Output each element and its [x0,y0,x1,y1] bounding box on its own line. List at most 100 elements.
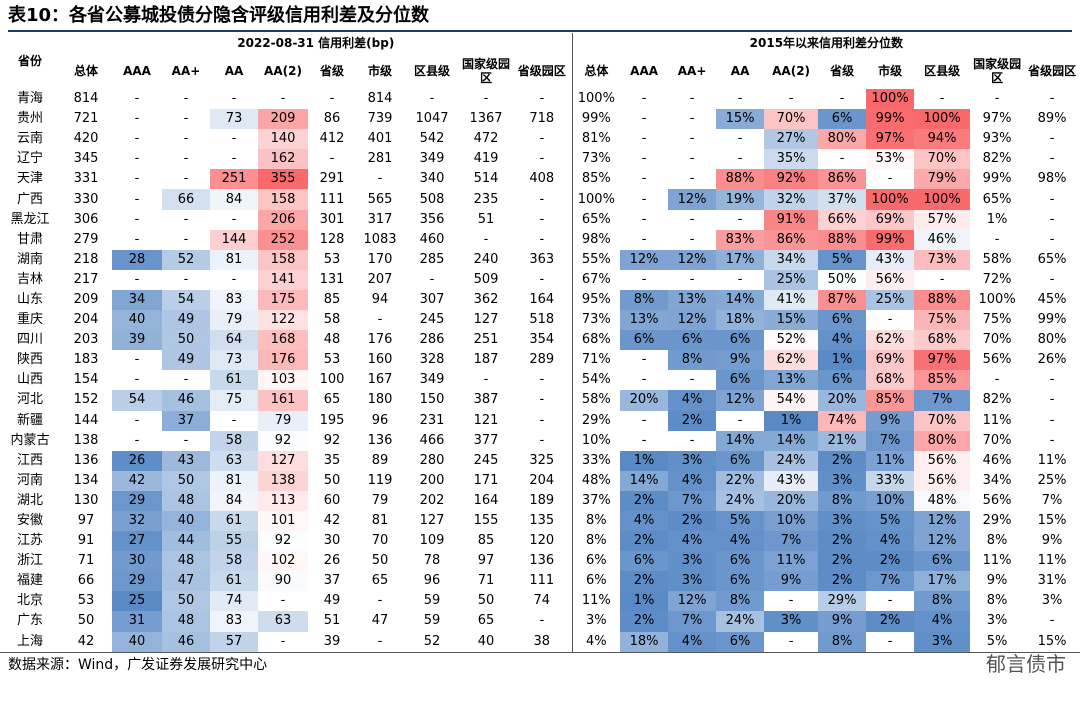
cell: 6% [818,310,867,331]
cell: 55% [581,251,611,267]
cell: 50 [162,591,210,612]
cell: 59 [423,613,441,629]
cell: 721 [73,111,99,127]
cell: - [483,91,489,107]
cell: 8% [986,533,1008,549]
cell: - [641,231,647,247]
cell: - [887,171,893,187]
cell: 412 [319,131,345,147]
cell: 11% [581,593,611,609]
cell: 14% [716,289,765,311]
cell: 37 [323,573,341,589]
cell: 25% [764,269,819,290]
cell: 81 [210,249,258,270]
cell: 65% [581,211,611,227]
cell: 141 [258,269,308,290]
column-header: 市级 [367,64,392,78]
cell: 2% [818,571,867,592]
cell: 45% [1037,291,1067,307]
cell: 8% [818,631,867,653]
cell: 99% [982,171,1012,187]
province: 黑龙江 [10,211,50,227]
cell: 2% [620,490,669,511]
cell: 29% [581,412,611,428]
cell: 42 [60,631,112,653]
cell: - [183,151,189,167]
column-header: 省级 [319,64,344,78]
cell: 57% [914,209,971,230]
cell: 58% [982,251,1012,267]
column-header: 区县级 [413,64,450,78]
cell: - [689,432,695,448]
province: 湖南 [16,251,43,267]
province: 重庆 [16,312,43,328]
cell: 466 [419,432,445,448]
cell: 100% [866,89,915,110]
cell: 27 [112,531,162,552]
cell: 189 [512,490,573,511]
cell: 69% [866,350,915,371]
cell: 286 [419,332,445,348]
cell: 13% [620,310,669,331]
table-row: 四川 203 39 50 64 168 48 176 286 251 354 68% 6% 6% 6% 52%… [0,330,1080,351]
cell: 17% [914,571,971,592]
cell: - [641,372,647,388]
cell: 280 [419,452,445,468]
cell: 140 [258,129,308,150]
cell: - [689,91,695,107]
cell: 48 [162,490,210,511]
cell: 15% [1024,631,1080,653]
cell: - [994,231,1000,247]
cell: 8% [818,490,867,511]
cell: 75% [914,310,971,331]
cell: - [866,631,915,653]
table-row: 广东 50 31 48 83 63 51 47 59 65-3% 2% 7% 24% 3% 9% 2% 4% 3%… [0,611,1080,632]
cell: 32% [764,189,819,210]
cell: 2% [620,611,669,632]
province: 内蒙古 [10,432,50,448]
cell: 11% [1037,553,1067,569]
cell: 62% [764,350,819,371]
table-row: 河南 134 42 50 81 138 50 119 200 171 204 48% 14% 4% 22% 4… [0,470,1080,491]
cell: 48 [162,611,210,632]
cell: 12% [668,249,717,270]
cell: 4% [866,531,915,552]
cell: 209 [258,109,308,130]
cell: 307 [419,291,445,307]
cell: 2% [620,531,669,552]
cell: 70% [764,109,819,130]
cell: 150 [419,392,445,408]
column-header: 省级园区 [1028,64,1077,78]
cell: 127 [419,513,445,529]
cell: - [183,211,189,227]
cell: 75% [982,312,1012,328]
cell: 2% [620,571,669,592]
province: 天津 [16,171,43,187]
cell: 42 [112,470,162,491]
cell: 3% [986,613,1008,629]
cell: 50 [162,470,210,491]
cell: 508 [419,191,445,207]
province: 河南 [16,472,43,488]
cell: 171 [473,472,499,488]
cell: 75 [210,390,258,411]
cell: 340 [419,171,445,187]
cell: 37% [818,189,867,210]
column-header: AA+ [677,64,707,78]
cell: 18% [716,310,765,331]
cell: 472 [473,131,499,147]
cell: 164 [512,289,573,311]
cell: - [512,149,573,170]
group-header: 2015年以来信用利差分位数 [749,36,904,50]
cell: 70% [914,149,971,170]
cell: 73% [914,249,971,270]
table-row: 山西 154- -61 103 100 167 349- -54% - -6% 13% 6% 68% 85… [0,370,1080,391]
cell: 6% [716,330,765,351]
cell: 814 [367,91,393,107]
cell: 38 [512,631,573,653]
cell: 50 [371,553,389,569]
cell: 70 [371,533,389,549]
cell: 29% [982,513,1012,529]
province: 北京 [16,593,43,609]
cell: 12% [668,591,717,612]
